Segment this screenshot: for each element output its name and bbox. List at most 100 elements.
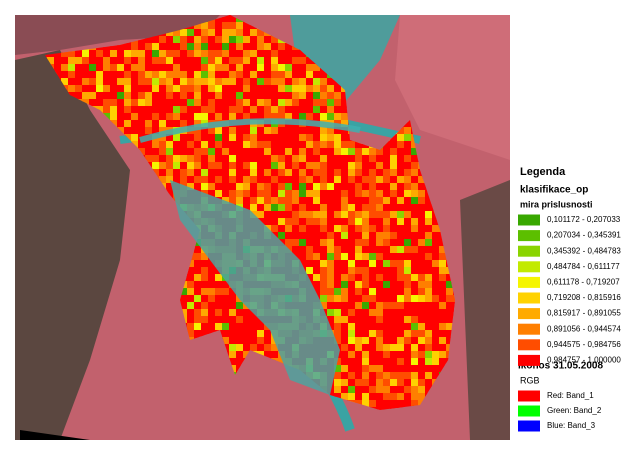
class-cell <box>103 106 111 116</box>
class-cell <box>215 274 226 283</box>
class-cell <box>229 323 238 334</box>
class-cell <box>439 330 447 341</box>
class-cell <box>208 190 218 201</box>
class-cell <box>362 365 371 374</box>
class-cell <box>390 232 400 240</box>
class-cell <box>264 351 274 359</box>
class-cell <box>341 99 351 108</box>
class-cell <box>341 337 349 348</box>
class-cell <box>138 113 149 124</box>
class-cell <box>208 323 217 331</box>
class-cell <box>229 22 239 32</box>
class-cell <box>173 78 181 88</box>
legend-band-swatch <box>518 405 540 417</box>
class-cell <box>271 344 281 352</box>
class-cell <box>250 344 259 353</box>
class-cell <box>271 57 281 66</box>
class-cell <box>159 99 168 110</box>
class-cell <box>82 71 90 81</box>
class-cell <box>369 183 378 191</box>
class-cell <box>271 169 279 179</box>
class-cell <box>201 309 212 319</box>
class-cell <box>383 246 393 254</box>
class-cell <box>166 43 176 52</box>
class-cell <box>355 232 366 241</box>
class-cell <box>215 50 225 60</box>
class-cell <box>418 197 426 205</box>
class-cell <box>194 260 204 270</box>
class-cell <box>278 127 287 135</box>
class-cell <box>390 309 398 320</box>
class-cell <box>334 337 343 348</box>
class-cell <box>194 302 204 312</box>
class-cell <box>397 365 405 374</box>
class-cell <box>271 204 281 213</box>
class-cell <box>334 239 344 250</box>
class-cell <box>152 148 162 159</box>
class-cell <box>152 57 163 66</box>
class-cell <box>159 176 170 185</box>
class-cell <box>369 155 379 165</box>
class-cell <box>299 99 307 109</box>
class-cell <box>278 57 288 68</box>
class-cell <box>299 64 310 72</box>
class-cell <box>418 232 429 241</box>
class-cell <box>264 113 272 121</box>
class-cell <box>201 260 210 269</box>
class-cell <box>103 71 114 80</box>
class-cell <box>152 50 163 60</box>
class-cell <box>411 232 421 241</box>
class-cell <box>320 92 329 101</box>
class-cell <box>152 162 160 170</box>
class-cell <box>348 358 357 367</box>
class-cell <box>278 197 287 206</box>
class-cell <box>306 162 314 170</box>
class-cell <box>180 50 189 58</box>
class-cell <box>341 176 351 186</box>
class-cell <box>383 141 393 152</box>
class-cell <box>208 85 218 93</box>
class-cell <box>264 127 272 136</box>
class-cell <box>89 78 99 87</box>
class-cell <box>341 204 351 215</box>
class-cell <box>411 337 419 348</box>
class-cell <box>201 64 211 74</box>
class-cell <box>138 50 146 60</box>
class-cell <box>355 337 365 345</box>
class-cell <box>166 64 177 73</box>
class-cell <box>446 288 455 299</box>
class-cell <box>250 71 259 82</box>
class-cell <box>397 316 405 326</box>
class-cell <box>236 78 247 86</box>
class-cell <box>229 169 238 177</box>
class-cell <box>404 260 412 269</box>
class-cell <box>145 71 154 79</box>
class-cell <box>320 127 331 135</box>
class-cell <box>397 225 405 233</box>
class-cell <box>187 323 196 332</box>
class-cell <box>341 358 352 367</box>
class-cell <box>397 169 407 177</box>
class-cell <box>271 99 280 109</box>
class-cell <box>362 162 370 172</box>
class-cell <box>306 99 314 110</box>
class-cell <box>327 162 336 173</box>
class-cell <box>418 274 427 283</box>
class-cell <box>404 274 413 284</box>
class-cell <box>229 92 239 101</box>
class-cell <box>390 260 399 268</box>
class-cell <box>320 155 331 163</box>
class-cell <box>362 302 372 313</box>
class-cell <box>166 50 176 58</box>
class-cell <box>390 225 398 233</box>
class-cell <box>334 218 342 228</box>
class-cell <box>334 246 344 254</box>
class-cell <box>187 64 195 72</box>
legend-band-swatch <box>518 420 540 432</box>
legend-class-label: 0,611178 - 0,719207 <box>547 278 620 287</box>
class-cell <box>327 134 337 142</box>
class-cell <box>236 127 247 138</box>
class-cell <box>383 218 393 228</box>
class-cell <box>411 386 422 396</box>
class-cell <box>236 197 245 207</box>
